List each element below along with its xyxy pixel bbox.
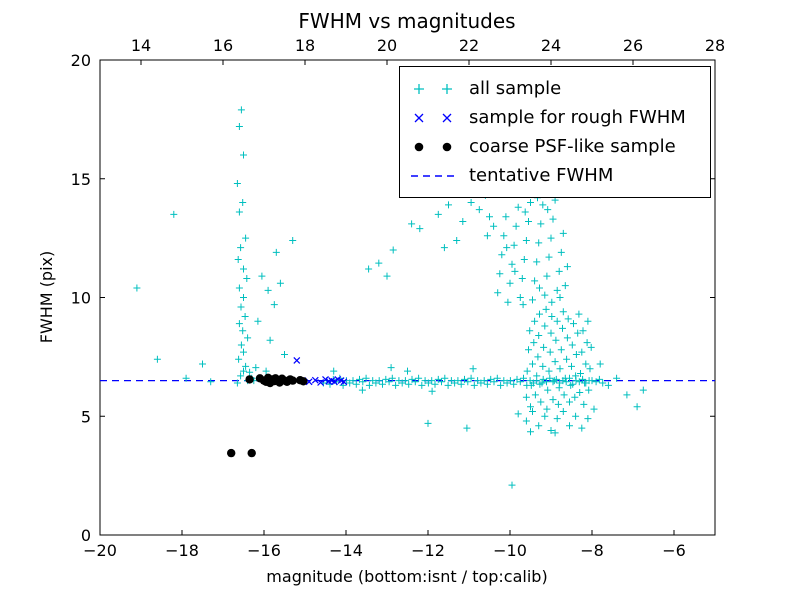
- x-tick-label: −12: [411, 541, 445, 560]
- y-tick-label: 0: [81, 526, 91, 545]
- plus-marker-icon: [414, 83, 452, 94]
- legend-label-psf-sample: coarse PSF-like sample: [469, 136, 676, 157]
- top-tick-label: 14: [131, 36, 151, 55]
- psf-sample-point: [247, 448, 256, 458]
- y-tick-label: 5: [81, 407, 91, 426]
- legend-label-tentative-fwhm: tentative FWHM: [469, 165, 614, 186]
- psf-sample-point: [288, 376, 297, 385]
- top-tick-label: 20: [377, 36, 397, 55]
- psf-sample-point: [227, 448, 236, 458]
- top-tick-label: 16: [213, 36, 233, 55]
- legend-item-tentative-fwhm: tentative FWHM: [409, 161, 701, 190]
- x-tick-label: −18: [165, 541, 199, 560]
- top-tick-label: 28: [705, 36, 725, 55]
- chart-title: FWHM vs magnitudes: [298, 9, 515, 33]
- legend-item-all-sample: all sample: [409, 74, 701, 103]
- top-tick-label: 26: [623, 36, 643, 55]
- y-tick-label: 15: [71, 170, 91, 189]
- dashed-line-icon: [411, 174, 455, 177]
- x-tick-label: −16: [247, 541, 281, 560]
- top-tick-label: 24: [541, 36, 561, 55]
- legend: all sample sample for rough FWHM coarse …: [399, 66, 711, 198]
- x-axis-label: magnitude (bottom:isnt / top:calib): [266, 567, 547, 586]
- x-marker-icon: [414, 113, 452, 122]
- x-tick-label: −6: [662, 541, 686, 560]
- top-tick-label: 22: [459, 36, 479, 55]
- x-tick-label: −8: [580, 541, 604, 560]
- legend-label-rough-fwhm: sample for rough FWHM: [469, 107, 686, 128]
- circle-marker-icon: [414, 142, 452, 151]
- legend-label-all-sample: all sample: [469, 78, 562, 99]
- y-tick-label: 10: [71, 289, 91, 308]
- top-tick-label: 18: [295, 36, 315, 55]
- psf-sample-point: [299, 377, 308, 386]
- y-axis-label: FWHM (pix): [37, 251, 56, 344]
- psf-sample-point: [245, 375, 254, 384]
- x-tick-label: −10: [493, 541, 527, 560]
- legend-item-psf-sample: coarse PSF-like sample: [409, 132, 701, 161]
- legend-item-rough-fwhm: sample for rough FWHM: [409, 103, 701, 132]
- y-tick-label: 20: [71, 51, 91, 70]
- x-tick-label: −14: [329, 541, 363, 560]
- x-tick-label: −20: [83, 541, 117, 560]
